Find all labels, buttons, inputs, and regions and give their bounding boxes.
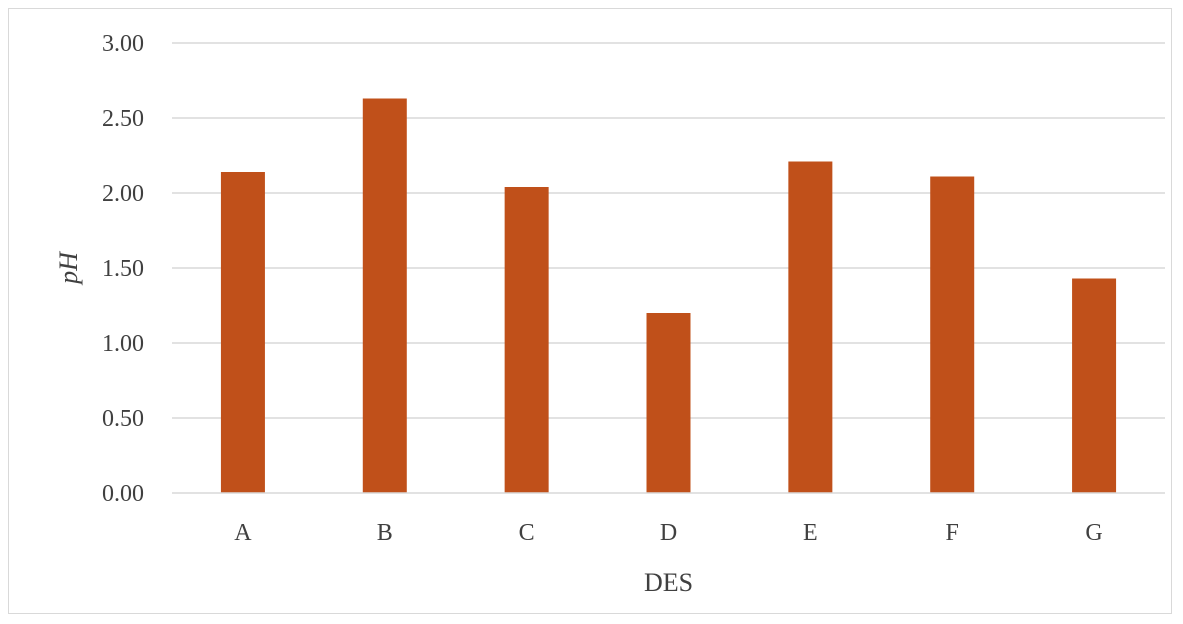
bar-a — [220, 172, 265, 493]
bar-b — [362, 98, 407, 493]
x-axis-title: DES — [644, 568, 693, 597]
x-tick-label: D — [660, 520, 677, 546]
x-tick-label: B — [377, 520, 393, 546]
y-tick-label: 2.00 — [102, 181, 144, 207]
bars — [220, 98, 1117, 493]
y-tick-label: 1.50 — [102, 256, 144, 282]
x-tick-labels: A B C D E F G — [234, 520, 1102, 546]
x-tick-label: C — [519, 520, 535, 546]
y-tick-label: 0.50 — [102, 406, 144, 432]
bar-f — [930, 176, 975, 493]
bar-g — [1072, 278, 1117, 493]
bar-d — [646, 313, 691, 493]
bar-c — [504, 187, 549, 493]
y-tick-label: 1.00 — [102, 331, 144, 357]
chart-frame — [8, 8, 1172, 614]
gridlines — [172, 42, 1165, 419]
y-tick-labels: 0.00 0.50 1.00 1.50 2.00 2.50 3.00 — [102, 31, 144, 507]
x-tick-label: A — [234, 520, 252, 546]
x-tick-label: E — [803, 520, 818, 546]
y-tick-label: 2.50 — [102, 106, 144, 132]
bar-e — [788, 161, 833, 493]
y-tick-label: 3.00 — [102, 31, 144, 57]
y-axis-title: pH — [54, 251, 83, 286]
x-tick-label: F — [946, 520, 959, 546]
x-tick-label: G — [1085, 520, 1102, 546]
y-tick-label: 0.00 — [102, 481, 144, 507]
